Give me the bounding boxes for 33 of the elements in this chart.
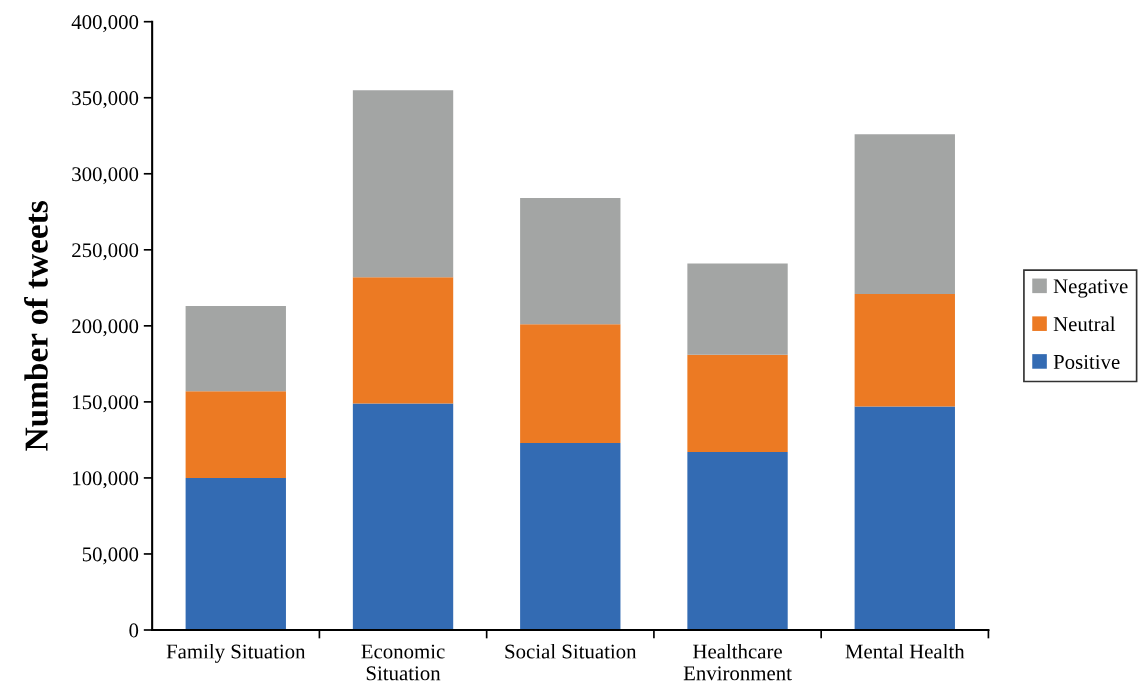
- bar: [520, 324, 621, 443]
- bar: [520, 442, 621, 630]
- bar: [352, 277, 454, 404]
- y-tick-label: 200,000: [72, 319, 139, 337]
- bar: [854, 134, 955, 294]
- x-tick-label: Social Situation: [505, 643, 637, 659]
- y-tick-label: 50,000: [82, 547, 139, 565]
- y-tick-label: 350,000: [72, 91, 139, 109]
- x-tick-label: Mental Health: [845, 643, 965, 659]
- bar: [854, 406, 955, 630]
- bar: [352, 403, 454, 630]
- y-tick-label: 150,000: [73, 395, 139, 413]
- y-tick-label: 400,000: [71, 15, 139, 33]
- x-tick-label: Healthcare Environment: [683, 643, 792, 681]
- y-tick-label: 300,000: [72, 167, 139, 185]
- y-axis-title: Number of tweets: [24, 201, 48, 451]
- bar: [352, 90, 454, 278]
- legend-label: Neutral: [1053, 316, 1116, 332]
- y-tick-label: 250,000: [72, 243, 139, 261]
- bar: [185, 306, 286, 392]
- bar: [687, 263, 788, 355]
- bar: [687, 354, 788, 453]
- bar: [687, 452, 788, 630]
- bar: [854, 293, 955, 407]
- legend-label: Positive: [1053, 354, 1120, 369]
- x-tick-label: Economic Situation: [361, 644, 445, 681]
- x-tick-label: Family Situation: [166, 643, 306, 663]
- bar: [185, 477, 286, 630]
- y-tick-label: 100,000: [73, 471, 139, 489]
- bar: [520, 198, 621, 325]
- y-tick-label: 0: [129, 623, 139, 638]
- legend-label: Negative: [1053, 279, 1128, 298]
- bar: [185, 391, 286, 478]
